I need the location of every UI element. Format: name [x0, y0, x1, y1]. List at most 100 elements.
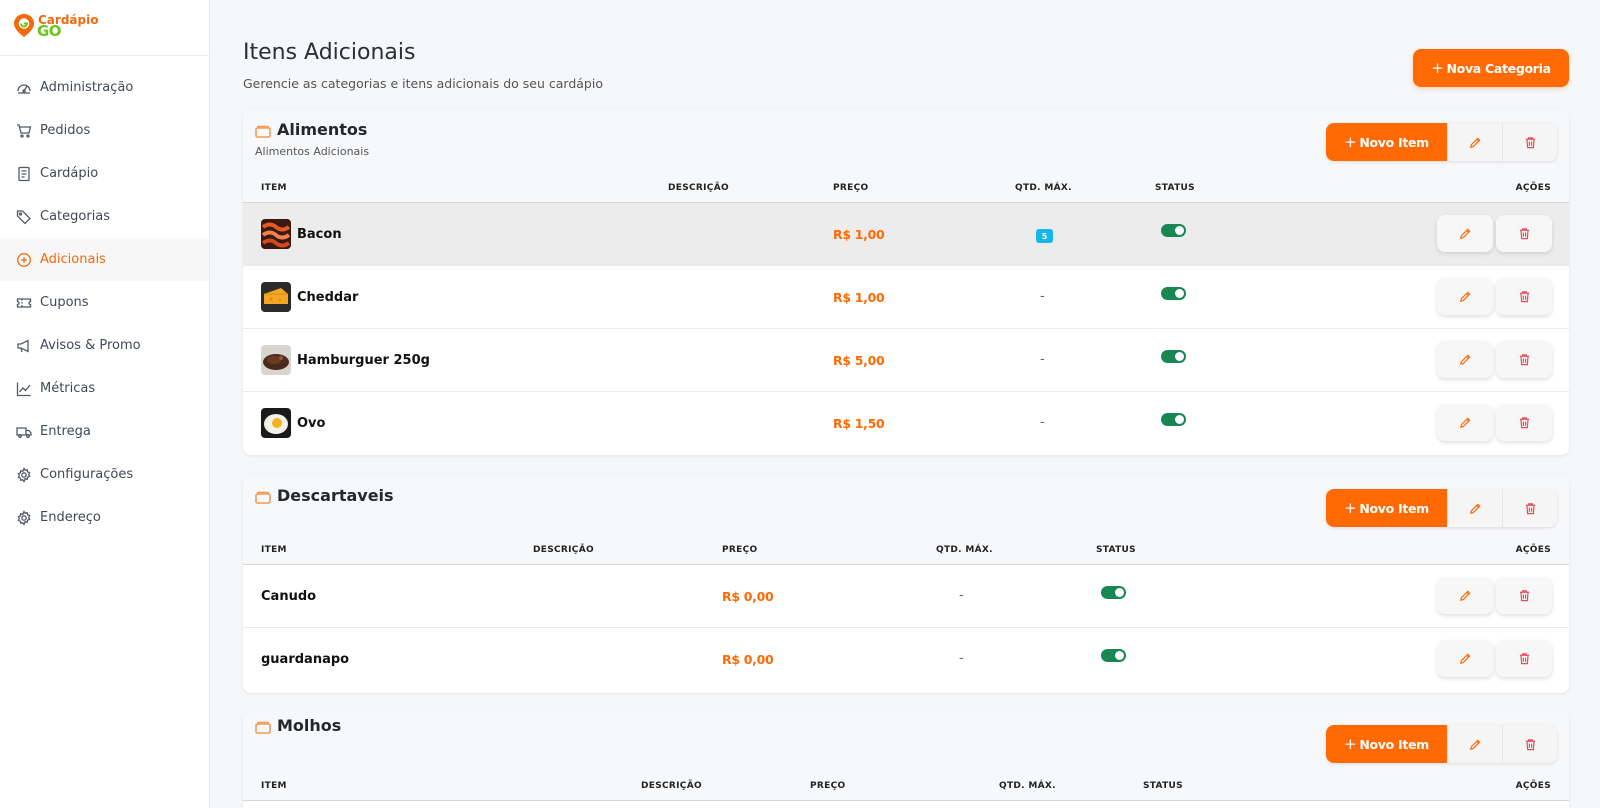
edit-item-button[interactable]	[1437, 215, 1493, 252]
row-actions	[1437, 341, 1552, 378]
page-subtitle: Gerencie as categorias e itens adicionai…	[243, 76, 603, 91]
delete-category-button[interactable]	[1502, 489, 1557, 527]
logo-mark-icon	[14, 14, 34, 37]
sidebar-item-endereco[interactable]: Endereço	[0, 496, 209, 539]
brand-logo[interactable]: Cardápio GO	[0, 0, 209, 56]
status-toggle[interactable]	[1161, 350, 1186, 363]
sidebar-item-label: Configurações	[40, 467, 134, 482]
plus-circle-icon	[17, 252, 31, 267]
sidebar-item-label: Métricas	[40, 381, 96, 396]
pencil-icon	[1459, 417, 1471, 428]
sidebar-item-entrega[interactable]: Entrega	[0, 410, 209, 453]
box-icon	[255, 491, 271, 504]
table-row[interactable]: Bacon R$ 1,00 5	[243, 203, 1569, 266]
new-item-button[interactable]: + Novo Item	[1326, 123, 1447, 161]
sidebar-item-adicionais[interactable]: Adicionais	[0, 238, 209, 281]
item-name: Bacon	[297, 227, 342, 242]
item-price: R$ 1,00	[833, 290, 885, 305]
truck-icon	[16, 426, 32, 438]
column-header-price: PREÇO	[722, 545, 758, 555]
max-qty-value: -	[1040, 289, 1045, 304]
item-price: R$ 0,00	[722, 589, 774, 604]
status-toggle[interactable]	[1101, 649, 1126, 662]
max-qty-value: -	[959, 588, 964, 603]
row-actions	[1437, 404, 1552, 441]
row-actions	[1437, 640, 1552, 677]
category-card-descartaveis: Descartaveis + Novo Item ITEM DESCRIÇÃO P…	[243, 475, 1569, 693]
table-row[interactable]: Canudo R$ 0,00 -	[243, 565, 1569, 628]
new-category-button[interactable]: + Nova Categoria	[1413, 49, 1569, 87]
trash-icon	[1519, 653, 1529, 665]
pencil-icon	[1459, 228, 1471, 239]
sidebar-item-metricas[interactable]: Métricas	[0, 367, 209, 410]
box-icon	[255, 125, 271, 138]
trash-icon	[1519, 590, 1529, 602]
sidebar-item-label: Entrega	[40, 424, 91, 439]
category-actions: + Novo Item	[1326, 123, 1557, 161]
column-header-actions: AÇÕES	[1515, 183, 1551, 193]
sidebar-item-label: Endereço	[40, 510, 101, 525]
delete-item-button[interactable]	[1496, 640, 1552, 677]
delete-category-button[interactable]	[1502, 123, 1557, 161]
pencil-icon	[1459, 653, 1471, 664]
table-row[interactable]: Ovo R$ 1,50 -	[243, 392, 1569, 455]
edit-item-button[interactable]	[1437, 404, 1493, 441]
delete-item-button[interactable]	[1496, 215, 1552, 252]
column-header-max-qty: QTD. MÁX.	[999, 781, 1056, 791]
table-row[interactable]: guardanapo R$ 0,00 -	[243, 628, 1569, 691]
delete-item-button[interactable]	[1496, 404, 1552, 441]
new-item-button[interactable]: + Novo Item	[1326, 725, 1447, 763]
sidebar-item-categorias[interactable]: Categorias	[0, 195, 209, 238]
edit-category-button[interactable]	[1447, 489, 1502, 527]
item-thumbnail-ovo	[261, 408, 291, 438]
item-name: Canudo	[261, 589, 317, 604]
edit-category-button[interactable]	[1447, 123, 1502, 161]
sidebar-item-cupons[interactable]: Cupons	[0, 281, 209, 324]
item-thumbnail-bacon	[261, 219, 291, 249]
megaphone-icon	[17, 338, 29, 353]
sidebar-item-pedidos[interactable]: Pedidos	[0, 109, 209, 152]
delete-item-button[interactable]	[1496, 577, 1552, 614]
delete-item-button[interactable]	[1496, 278, 1552, 315]
trash-icon	[1525, 136, 1535, 148]
category-name: Descartaveis	[277, 486, 394, 505]
column-header-price: PREÇO	[810, 781, 846, 791]
status-toggle[interactable]	[1161, 287, 1186, 300]
sidebar-item-label: Pedidos	[40, 123, 91, 138]
edit-item-button[interactable]	[1437, 577, 1493, 614]
item-thumbnail-cheddar	[261, 282, 291, 312]
trash-icon	[1525, 738, 1535, 750]
category-description: Alimentos Adicionais	[255, 145, 370, 158]
new-category-label: Nova Categoria	[1446, 60, 1552, 76]
pencil-icon	[1469, 136, 1481, 148]
delete-item-button[interactable]	[1496, 341, 1552, 378]
sidebar-item-administracao[interactable]: Administração	[0, 66, 209, 109]
trash-icon	[1519, 354, 1529, 366]
edit-item-button[interactable]	[1437, 341, 1493, 378]
status-toggle[interactable]	[1161, 224, 1186, 237]
category-name: Alimentos	[277, 120, 368, 139]
sidebar-item-configuracoes[interactable]: Configurações	[0, 453, 209, 496]
row-actions	[1437, 215, 1552, 252]
edit-item-button[interactable]	[1437, 640, 1493, 677]
status-toggle[interactable]	[1161, 413, 1186, 426]
pencil-icon	[1469, 502, 1481, 514]
plus-icon: +	[1431, 59, 1444, 77]
status-toggle[interactable]	[1101, 586, 1126, 599]
table-row[interactable]: Hamburguer 250g R$ 5,00 -	[243, 329, 1569, 392]
table-row[interactable]: Cheddar R$ 1,00 -	[243, 266, 1569, 329]
column-header-actions: AÇÕES	[1515, 545, 1551, 555]
sidebar-item-cardapio[interactable]: Cardápio	[0, 152, 209, 195]
column-header-max-qty: QTD. MÁX.	[1015, 183, 1072, 193]
max-qty-badge: 5	[1036, 229, 1053, 243]
column-header-item: ITEM	[261, 183, 287, 193]
max-qty-value: -	[1040, 352, 1045, 367]
item-name: Hamburguer 250g	[297, 353, 430, 368]
edit-category-button[interactable]	[1447, 725, 1502, 763]
sidebar-item-label: Cupons	[40, 295, 89, 310]
sidebar-item-avisos-promo[interactable]: Avisos & Promo	[0, 324, 209, 367]
new-item-button[interactable]: + Novo Item	[1326, 489, 1447, 527]
edit-item-button[interactable]	[1437, 278, 1493, 315]
item-thumbnail-hamburguer	[261, 345, 291, 375]
delete-category-button[interactable]	[1502, 725, 1557, 763]
